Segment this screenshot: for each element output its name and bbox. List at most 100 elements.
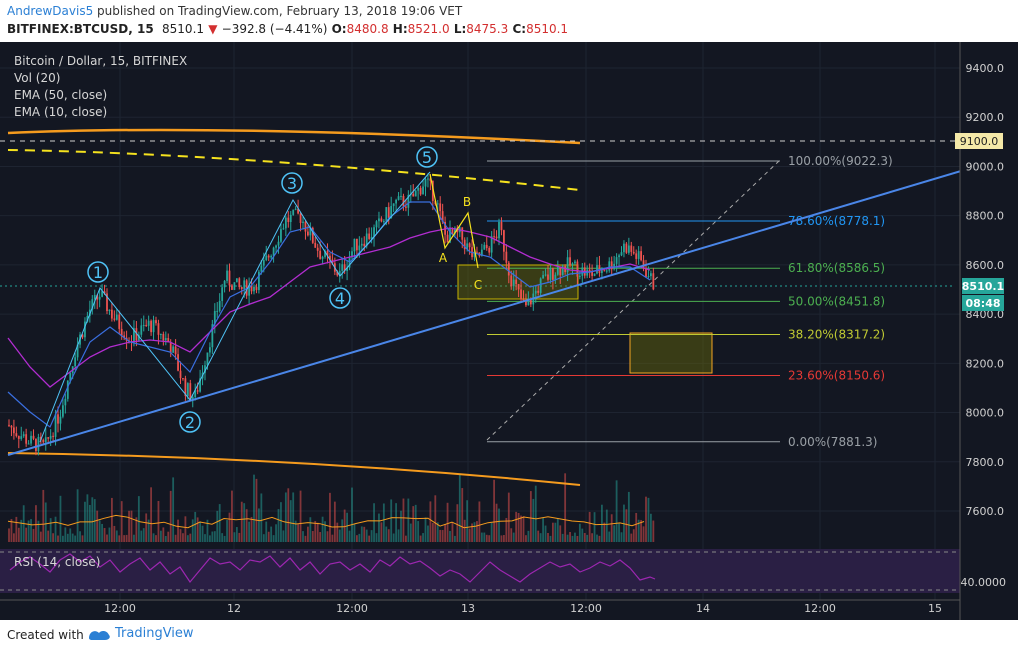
volume-bar bbox=[378, 513, 380, 542]
volume-bar bbox=[613, 525, 616, 542]
ema50-line bbox=[7, 227, 651, 388]
volume-bar bbox=[343, 509, 346, 542]
chart-legend: Bitcoin / Dollar, 15, BITFINEX Vol (20) … bbox=[14, 53, 187, 121]
candle-body bbox=[642, 260, 645, 269]
volume-bar bbox=[287, 488, 290, 542]
candle-body bbox=[569, 257, 571, 266]
volume-bar bbox=[238, 532, 241, 542]
volume-bar bbox=[206, 519, 209, 542]
candle-body bbox=[44, 437, 47, 443]
legend-volume: Vol (20) bbox=[14, 71, 61, 85]
candle-body bbox=[461, 227, 464, 240]
volume-bar bbox=[277, 509, 280, 542]
candle-body bbox=[209, 347, 211, 353]
volume-bar bbox=[157, 500, 160, 542]
volume-bar bbox=[520, 515, 522, 542]
price-axis[interactable]: 9400.0 9200.0 9000.0 8800.0 8600.0 8400.0 8200… bbox=[955, 42, 1018, 620]
volume-bar bbox=[605, 509, 608, 542]
candle-body bbox=[525, 300, 527, 306]
fib-diagonal bbox=[486, 159, 781, 441]
legend-ema50: EMA (50, close) bbox=[14, 88, 108, 102]
volume-bar bbox=[280, 502, 282, 542]
volume-bar bbox=[402, 498, 405, 542]
candle-body bbox=[59, 416, 62, 424]
volume-bar bbox=[302, 531, 304, 542]
candle-body bbox=[103, 291, 106, 294]
volume-bar bbox=[218, 504, 221, 542]
candle-body bbox=[52, 435, 54, 437]
volume-bar bbox=[534, 485, 537, 542]
candle-body bbox=[365, 233, 368, 247]
volume-bar bbox=[30, 519, 32, 542]
volume-bar bbox=[578, 523, 581, 542]
rsi-line bbox=[9, 553, 656, 584]
candle-body bbox=[640, 251, 642, 261]
candle-body bbox=[37, 437, 40, 452]
volume-bar bbox=[625, 509, 628, 542]
time-tick-label: 13 bbox=[461, 602, 475, 615]
volume-bar bbox=[439, 529, 442, 542]
volume-bar bbox=[145, 513, 148, 542]
volume-bar bbox=[427, 525, 429, 542]
volume-bar bbox=[228, 512, 231, 542]
volume-bar bbox=[581, 528, 584, 542]
volume-bar bbox=[360, 526, 363, 542]
candle-body bbox=[311, 227, 314, 243]
candle-body bbox=[321, 256, 324, 259]
candle-body bbox=[390, 206, 393, 218]
volume-bar bbox=[387, 529, 390, 542]
volume-bar bbox=[642, 526, 645, 542]
volume-bar bbox=[412, 506, 415, 542]
candle-body bbox=[169, 342, 172, 353]
candle-body bbox=[601, 270, 603, 273]
volume-bar bbox=[258, 508, 260, 542]
volume-bar bbox=[211, 531, 214, 542]
symbol-quote: BITFINEX:BTCUSD, 15 8510.1 ▼ −392.8 (−4.… bbox=[7, 22, 568, 36]
candle-body bbox=[515, 279, 518, 285]
volume-bar bbox=[108, 527, 111, 542]
volume-bar bbox=[640, 519, 642, 542]
volume-bar bbox=[483, 532, 486, 542]
price-chart[interactable]: 100.00%(9022.3) 78.60%(8778.1) 61.80%(8586… bbox=[0, 42, 1018, 620]
last-price-tag bbox=[962, 278, 1004, 294]
volume-bar bbox=[338, 529, 341, 542]
volume-bar bbox=[162, 527, 165, 542]
candle-body bbox=[625, 243, 628, 253]
candle-body bbox=[160, 333, 162, 335]
time-axis[interactable]: 12:00 12 12:00 13 12:00 14 12:00 15 bbox=[0, 599, 960, 615]
candle-body bbox=[542, 275, 544, 279]
candle-body bbox=[483, 244, 486, 250]
wave-label-circle bbox=[87, 261, 109, 283]
orange-lower-curve bbox=[7, 452, 581, 486]
volume-bar bbox=[500, 535, 503, 542]
author-link[interactable]: AndrewDavis5 bbox=[7, 4, 94, 18]
volume-bar bbox=[59, 495, 62, 542]
candle-body bbox=[204, 365, 206, 373]
volume-bar bbox=[106, 534, 108, 542]
candle-body bbox=[549, 267, 552, 280]
candle-body bbox=[363, 243, 366, 247]
candle-body bbox=[593, 273, 596, 276]
volume-bar bbox=[417, 521, 420, 542]
volume-bar bbox=[451, 522, 454, 542]
tradingview-link[interactable]: TradingView bbox=[87, 626, 194, 641]
candle-body bbox=[356, 238, 358, 251]
volume-bar bbox=[15, 516, 18, 542]
volume-bar bbox=[495, 503, 498, 542]
volume-bar bbox=[586, 534, 589, 542]
blue-trendline[interactable] bbox=[7, 153, 1018, 456]
candle-body bbox=[623, 243, 625, 253]
candle-body bbox=[517, 284, 520, 290]
volume-bar bbox=[544, 525, 547, 542]
high-label: H: bbox=[392, 22, 408, 36]
close-label: C: bbox=[512, 22, 527, 36]
chart-area[interactable]: 100.00%(9022.3) 78.60%(8778.1) 61.80%(8586… bbox=[0, 42, 1018, 620]
volume-bar bbox=[566, 534, 569, 542]
candle-body bbox=[81, 334, 84, 338]
volume-bar bbox=[515, 511, 518, 542]
volume-bar bbox=[155, 535, 157, 542]
candle-body bbox=[507, 262, 510, 276]
candle-body bbox=[576, 261, 579, 277]
candle-body bbox=[412, 193, 415, 197]
candle-body bbox=[277, 241, 280, 246]
